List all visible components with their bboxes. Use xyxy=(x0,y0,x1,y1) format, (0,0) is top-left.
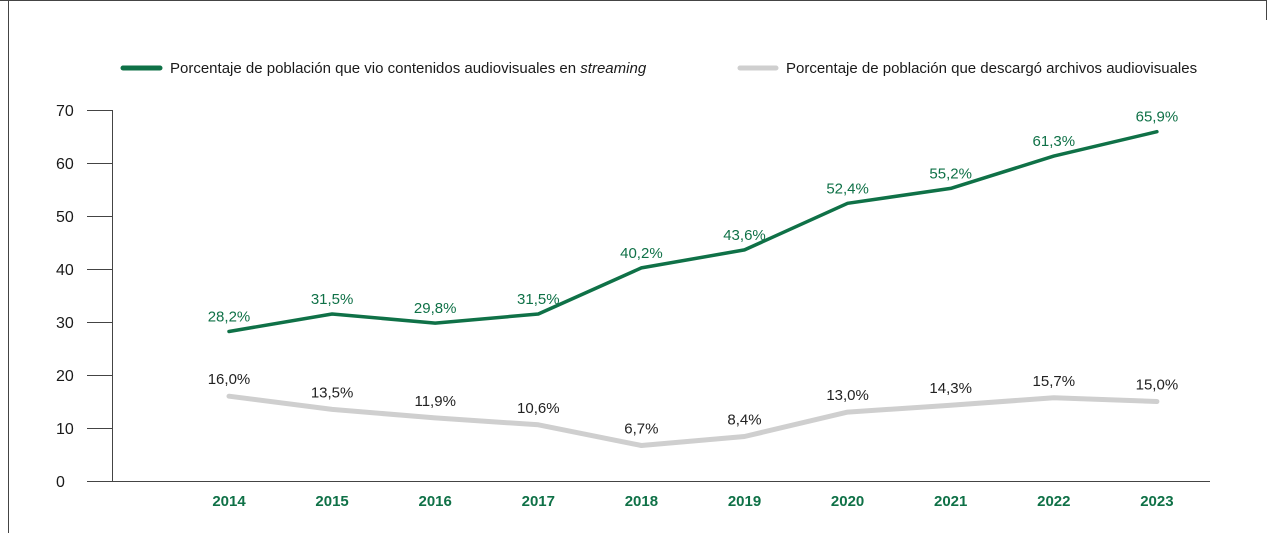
data-label-downloads: 8,4% xyxy=(727,411,761,428)
x-tick-label: 2021 xyxy=(934,493,967,510)
x-tick-label: 2018 xyxy=(625,493,658,510)
x-tick-label: 2017 xyxy=(522,493,555,510)
legend-label-downloads: Porcentaje de población que descargó arc… xyxy=(786,60,1197,77)
y-tick-label: 70 xyxy=(56,103,74,120)
y-tick-label: 50 xyxy=(56,209,74,226)
y-tick-label: 20 xyxy=(56,368,74,385)
legend-label-streaming: Porcentaje de población que vio contenid… xyxy=(170,60,647,77)
x-tick-label: 2023 xyxy=(1140,493,1173,510)
axes: 0 10 20 30 40 50 60 70 2014 2015 2016 2017 2018 2019 2… xyxy=(56,103,1210,510)
data-label-streaming: 65,9% xyxy=(1136,109,1179,126)
data-label-streaming: 31,5% xyxy=(311,291,354,308)
x-tick-label: 2014 xyxy=(212,493,246,510)
y-tick-label: 40 xyxy=(56,262,74,279)
x-tick-label: 2015 xyxy=(315,493,348,510)
legend: Porcentaje de población que vio contenid… xyxy=(120,60,1197,77)
series-layer xyxy=(226,129,1160,448)
data-label-streaming: 43,6% xyxy=(723,227,766,244)
y-tick-label: 0 xyxy=(56,474,65,491)
data-label-streaming: 40,2% xyxy=(620,245,663,262)
data-label-downloads: 15,7% xyxy=(1033,373,1076,390)
series-line-downloads xyxy=(226,393,1160,448)
series-line-streaming xyxy=(227,129,1159,334)
y-tick-label: 10 xyxy=(56,421,74,438)
data-label-streaming: 55,2% xyxy=(929,165,972,182)
data-label-downloads: 6,7% xyxy=(624,420,658,437)
data-label-streaming: 61,3% xyxy=(1033,133,1076,150)
data-label-downloads: 16,0% xyxy=(208,371,251,388)
x-tick-label: 2020 xyxy=(831,493,864,510)
x-tick-label: 2022 xyxy=(1037,493,1070,510)
x-tick-label: 2019 xyxy=(728,493,761,510)
data-label-streaming: 28,2% xyxy=(208,309,251,326)
data-label-downloads: 10,6% xyxy=(517,400,560,417)
y-tick-label: 30 xyxy=(56,315,74,332)
data-label-downloads: 13,0% xyxy=(826,387,869,404)
data-label-streaming: 52,4% xyxy=(826,180,869,197)
x-tick-label: 2016 xyxy=(419,493,452,510)
data-label-layer: 16,0% 13,5% 11,9% 10,6% 6,7% 8,4% 13,0% 14,3% 15… xyxy=(208,109,1178,438)
data-label-downloads: 11,9% xyxy=(414,393,455,410)
data-label-streaming: 29,8% xyxy=(414,300,457,317)
data-label-downloads: 15,0% xyxy=(1136,377,1179,394)
data-label-downloads: 14,3% xyxy=(929,380,972,397)
data-label-streaming: 31,5% xyxy=(517,291,560,308)
data-label-downloads: 13,5% xyxy=(311,384,354,401)
y-tick-label: 60 xyxy=(56,156,74,173)
